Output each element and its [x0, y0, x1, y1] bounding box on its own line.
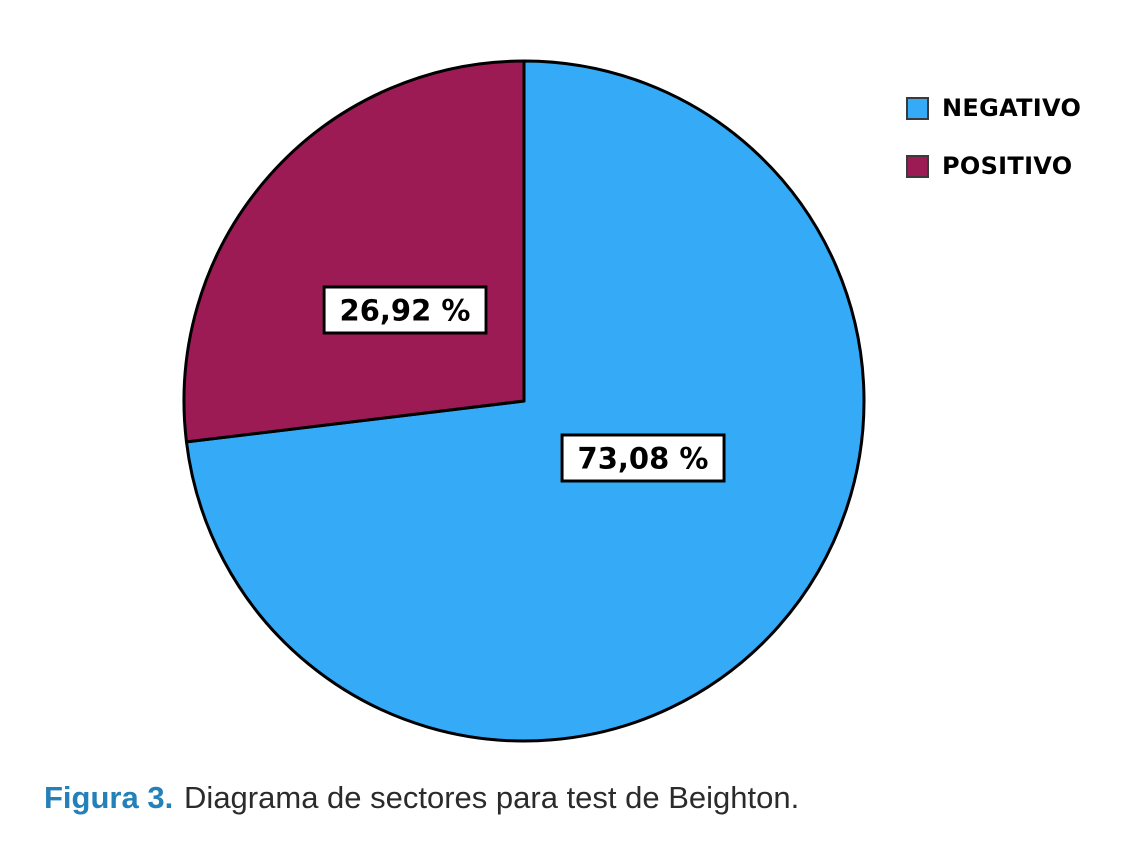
legend-item-positivo: POSITIVO — [906, 152, 1081, 180]
slice-value-label-negativo: 73,08 % — [560, 433, 726, 483]
legend-item-negativo: NEGATIVO — [906, 94, 1081, 122]
slice-value-label-positivo: 26,92 % — [322, 285, 488, 335]
legend: NEGATIVO POSITIVO — [906, 94, 1081, 180]
legend-label-positivo: POSITIVO — [942, 152, 1073, 180]
legend-swatch-negativo-icon — [906, 96, 929, 120]
legend-label-negativo: NEGATIVO — [942, 94, 1082, 122]
figure-caption: Figura 3. Diagrama de sectores para test … — [44, 780, 799, 816]
figure-caption-label: Figura 3. — [44, 780, 174, 815]
figure-caption-text: Diagrama de sectores para test de Beight… — [184, 780, 800, 815]
legend-swatch-positivo-icon — [906, 154, 929, 178]
pie-slice-positivo — [182, 59, 526, 444]
